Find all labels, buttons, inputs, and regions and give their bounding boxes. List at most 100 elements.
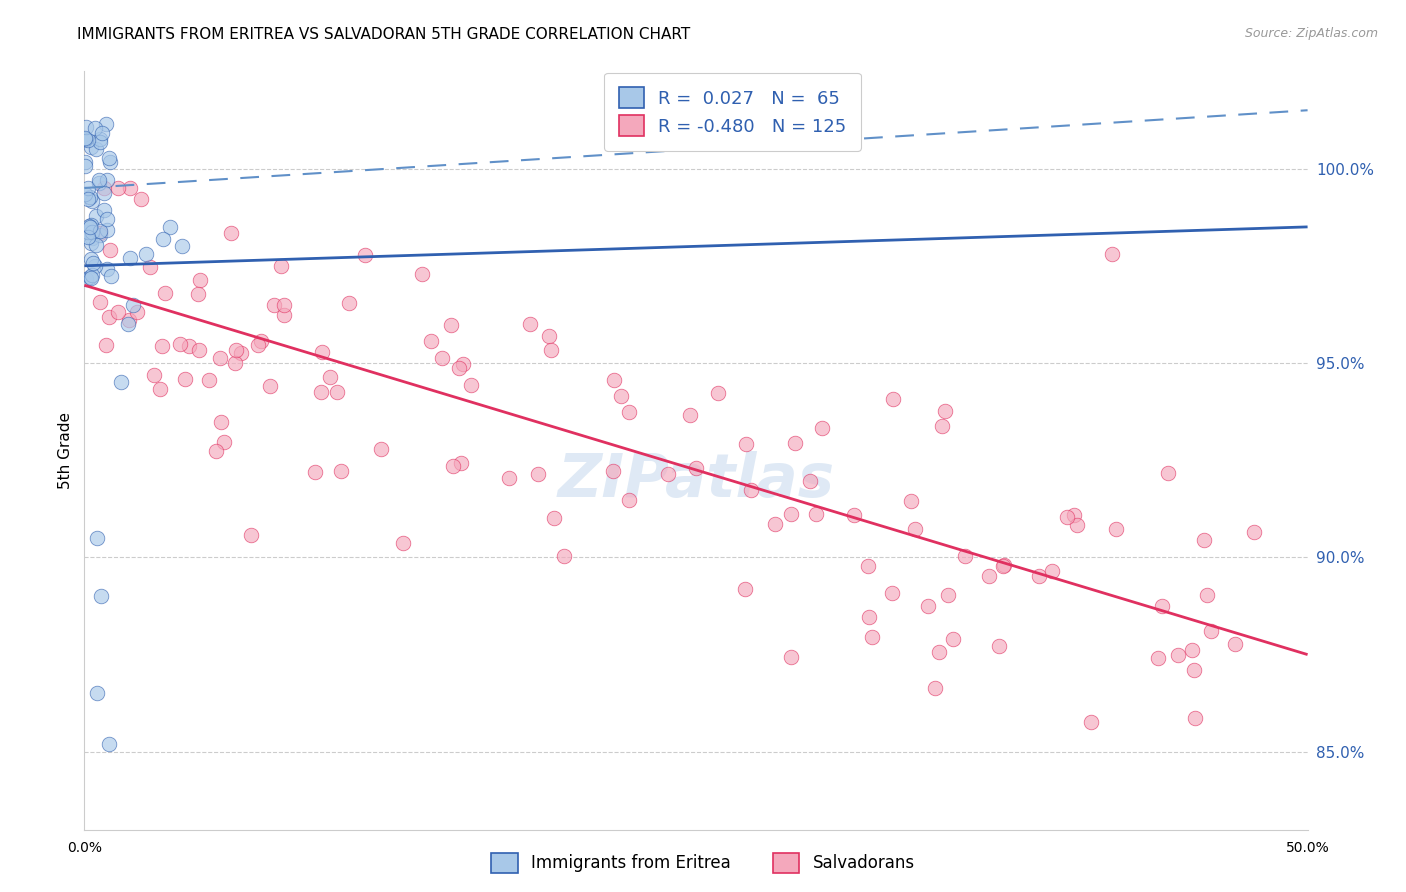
Point bbox=[110, 376, 132, 390]
Point bbox=[84, 142, 107, 156]
Point bbox=[89, 135, 111, 149]
Point bbox=[783, 436, 806, 450]
Point bbox=[273, 309, 295, 323]
Point bbox=[97, 737, 120, 751]
Point bbox=[96, 172, 118, 186]
Point bbox=[304, 465, 326, 479]
Point bbox=[77, 229, 100, 244]
Point bbox=[219, 226, 242, 240]
Point bbox=[177, 339, 200, 353]
Point bbox=[87, 173, 110, 187]
Point bbox=[80, 271, 103, 285]
Point bbox=[205, 443, 228, 458]
Point bbox=[77, 219, 100, 234]
Point bbox=[84, 238, 107, 252]
Point bbox=[107, 305, 129, 319]
Point bbox=[882, 392, 904, 407]
Point bbox=[80, 235, 103, 250]
Point bbox=[804, 507, 827, 521]
Point bbox=[139, 260, 162, 274]
Point bbox=[96, 262, 118, 277]
Point bbox=[209, 415, 232, 429]
Point bbox=[188, 273, 211, 287]
Point bbox=[619, 405, 641, 419]
Point bbox=[1199, 624, 1222, 638]
Point bbox=[882, 586, 904, 600]
Point bbox=[84, 210, 107, 224]
Point bbox=[122, 298, 145, 312]
Point bbox=[1197, 589, 1219, 603]
Point bbox=[89, 132, 111, 146]
Point bbox=[96, 212, 118, 227]
Point bbox=[118, 312, 141, 326]
Point bbox=[79, 219, 101, 234]
Point bbox=[155, 286, 177, 301]
Point bbox=[1101, 247, 1123, 261]
Point bbox=[246, 337, 269, 351]
Point bbox=[118, 181, 141, 195]
Point bbox=[319, 370, 342, 384]
Point bbox=[73, 187, 96, 202]
Point bbox=[77, 180, 100, 194]
Point bbox=[330, 464, 353, 478]
Point bbox=[97, 151, 120, 165]
Point bbox=[1192, 533, 1215, 548]
Point bbox=[842, 508, 865, 522]
Point bbox=[80, 218, 103, 232]
Point bbox=[225, 343, 247, 358]
Point bbox=[1157, 466, 1180, 480]
Point bbox=[80, 194, 103, 209]
Point bbox=[447, 361, 470, 376]
Point bbox=[811, 421, 834, 435]
Point bbox=[799, 474, 821, 488]
Point bbox=[391, 536, 413, 550]
Point bbox=[657, 467, 679, 481]
Point bbox=[460, 378, 482, 392]
Point bbox=[94, 117, 117, 131]
Point bbox=[441, 458, 464, 473]
Point bbox=[740, 483, 762, 497]
Point bbox=[1063, 508, 1085, 523]
Point bbox=[89, 226, 111, 240]
Point bbox=[117, 317, 139, 331]
Point bbox=[538, 328, 561, 343]
Point bbox=[152, 231, 174, 245]
Point bbox=[1152, 599, 1174, 614]
Point bbox=[928, 645, 950, 659]
Point bbox=[197, 373, 219, 387]
Point bbox=[169, 336, 191, 351]
Point bbox=[149, 383, 172, 397]
Point bbox=[93, 203, 115, 218]
Point bbox=[87, 176, 110, 190]
Point bbox=[86, 686, 108, 700]
Point bbox=[127, 305, 149, 319]
Point bbox=[93, 181, 115, 195]
Point bbox=[82, 268, 104, 283]
Point bbox=[75, 272, 97, 286]
Point bbox=[440, 318, 463, 332]
Point bbox=[988, 640, 1011, 654]
Text: IMMIGRANTS FROM ERITREA VS SALVADORAN 5TH GRADE CORRELATION CHART: IMMIGRANTS FROM ERITREA VS SALVADORAN 5T… bbox=[77, 27, 690, 42]
Point bbox=[73, 132, 96, 146]
Point bbox=[263, 298, 285, 312]
Point bbox=[129, 192, 152, 206]
Point bbox=[90, 589, 112, 603]
Point bbox=[1184, 711, 1206, 725]
Point bbox=[89, 225, 111, 239]
Point bbox=[86, 531, 108, 545]
Point bbox=[540, 343, 562, 357]
Point bbox=[735, 437, 758, 451]
Point bbox=[73, 131, 96, 145]
Point bbox=[337, 296, 360, 310]
Point bbox=[955, 549, 977, 564]
Point bbox=[353, 248, 375, 262]
Point bbox=[900, 494, 922, 508]
Point bbox=[553, 549, 575, 563]
Point bbox=[80, 140, 103, 154]
Point bbox=[610, 389, 633, 403]
Point bbox=[80, 225, 103, 239]
Point bbox=[526, 467, 548, 481]
Point bbox=[209, 351, 232, 366]
Point bbox=[120, 252, 142, 266]
Point bbox=[159, 219, 181, 234]
